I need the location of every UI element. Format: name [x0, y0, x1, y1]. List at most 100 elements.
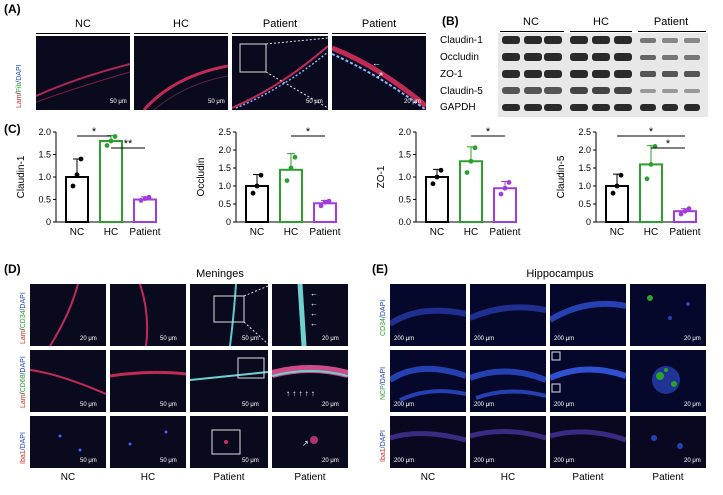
scale-label: 200 μm — [554, 336, 575, 342]
significance-mark: * — [92, 126, 97, 138]
panel-b-header-line — [570, 31, 632, 32]
western-blot — [498, 33, 708, 117]
svg-text:←: ← — [310, 289, 318, 298]
scale-label: 50 μm — [208, 99, 225, 105]
y-tick-label: 2.0 — [578, 145, 591, 155]
significance-mark: * — [649, 126, 654, 138]
scale-label: 50 μm — [160, 402, 177, 408]
y-tick-label: 1.5 — [398, 150, 411, 160]
y-axis-label: Claudin-5 — [556, 155, 567, 198]
panel-e-row1-label: CD34/DAPI — [380, 299, 387, 336]
micrograph-e-r1-patient-zoom — [630, 284, 706, 346]
scale-label: 200 μm — [394, 402, 415, 408]
panel-d-row3-label: Iba1/DAPI — [20, 432, 27, 464]
micrograph-e-r3-patient-zoom — [630, 416, 706, 468]
bar — [133, 198, 157, 223]
blot-label-occludin: Occludin — [440, 52, 479, 63]
scale-label: 50 μm — [80, 458, 97, 464]
micrograph-d-r3-hc — [110, 416, 186, 468]
scale-label: 200 μm — [474, 336, 495, 342]
bar — [425, 176, 449, 223]
data-point — [506, 180, 512, 185]
y-tick-label: 2.5 — [218, 127, 231, 137]
micrograph-d-r2-patient — [190, 350, 268, 412]
y-tick-label: 0.5 — [218, 199, 231, 209]
y-tick-label: 1.0 — [218, 181, 231, 191]
micrograph-e-r2-hc — [470, 350, 546, 412]
y-tick-label: 0.5 — [398, 195, 411, 205]
panel-d-bottom-nc: NC — [60, 472, 76, 483]
blot-label-gapdh: GAPDH — [440, 102, 476, 113]
x-tick-label: NC — [250, 227, 264, 238]
data-point — [74, 172, 80, 178]
micrograph-e-r2-nc — [390, 350, 466, 412]
panel-a-header-line — [36, 33, 130, 34]
y-tick-label: 0.5 — [38, 195, 51, 205]
panel-d-label: (D) — [4, 262, 21, 276]
scale-label: 200 μm — [394, 458, 415, 464]
scale-label: 20 μm — [322, 336, 339, 342]
micrograph-e-r3-nc — [390, 416, 466, 468]
panel-b-header-line — [638, 31, 706, 32]
scale-label: 20 μm — [684, 458, 701, 464]
data-point — [468, 158, 474, 164]
micrograph-e-r3-patient — [550, 416, 626, 468]
data-point — [502, 185, 508, 191]
panel-d-row2-label: Lam/CD68/DAPI — [20, 356, 27, 408]
y-tick-label: 1.5 — [218, 163, 231, 173]
panel-a-header-patient: Patient — [262, 18, 298, 30]
data-point — [146, 194, 152, 200]
panel-a-header-nc: NC — [75, 18, 91, 30]
panel-b-header-nc: NC — [523, 16, 539, 28]
x-tick-label: NC — [610, 227, 624, 238]
chart-occludin: 0 0.5 1.0 1.5 2.0 2.5 Occludin NC HC Patient * — [196, 126, 341, 238]
data-point — [498, 191, 504, 197]
micrograph-d-r1-hc — [110, 284, 186, 346]
panel-a-header-line — [134, 33, 228, 34]
micrograph-d-r2-nc — [30, 350, 106, 412]
y-tick-label: 0.0 — [398, 217, 411, 227]
panel-d-bottom-patient: Patient — [213, 472, 245, 483]
bar — [493, 187, 517, 223]
panel-a-header-line — [332, 33, 426, 34]
scale-label: 20 μm — [80, 336, 97, 342]
panel-e-bottom-patient: Patient — [572, 472, 604, 483]
micrograph-a-patient — [232, 36, 328, 110]
significance-mark: * — [306, 126, 311, 138]
panel-e-title: Hippocampus — [526, 268, 594, 280]
panel-a-label: (A) — [4, 2, 21, 16]
panel-d-bottom-patient-zoom: Patient — [294, 472, 326, 483]
panel-b-header-patient: Patient — [653, 16, 689, 28]
scale-label: 200 μm — [554, 458, 575, 464]
data-point — [254, 183, 260, 189]
x-tick-label: HC — [644, 227, 658, 238]
blot-label-claudin1: Claudin-1 — [440, 35, 483, 46]
y-tick-label: 2.0 — [218, 145, 231, 155]
x-tick-label: NC — [70, 227, 84, 238]
x-tick-label: Patient — [129, 227, 160, 238]
micrograph-e-r1-nc — [390, 284, 466, 346]
bar — [459, 160, 483, 223]
micrograph-d-r1-patient — [190, 284, 268, 346]
data-point — [142, 196, 148, 201]
panel-d-title: Meninges — [196, 268, 244, 280]
data-point — [104, 143, 110, 148]
micrograph-e-r1-hc — [470, 284, 546, 346]
data-point — [138, 198, 144, 203]
data-point — [434, 174, 440, 180]
data-point — [322, 199, 328, 205]
data-point — [288, 165, 294, 171]
scale-label: 200 μm — [474, 402, 495, 408]
panel-e-label: (E) — [372, 262, 388, 276]
y-tick-label: 2.0 — [398, 127, 411, 137]
bar — [605, 185, 629, 223]
panel-e-bottom-patient-zoom: Patient — [652, 472, 684, 483]
scale-label: 50 μm — [306, 99, 323, 105]
data-point — [682, 208, 688, 214]
micrograph-d-r2-hc — [110, 350, 186, 412]
x-tick-label: Patient — [309, 227, 340, 238]
chart-claudin5: 0 0.5 1.0 1.5 2.0 2.5 Claudin-5 NC HC Patient * * — [556, 126, 701, 238]
panel-b-label: (B) — [442, 14, 459, 28]
micrograph-a-nc — [36, 36, 130, 110]
